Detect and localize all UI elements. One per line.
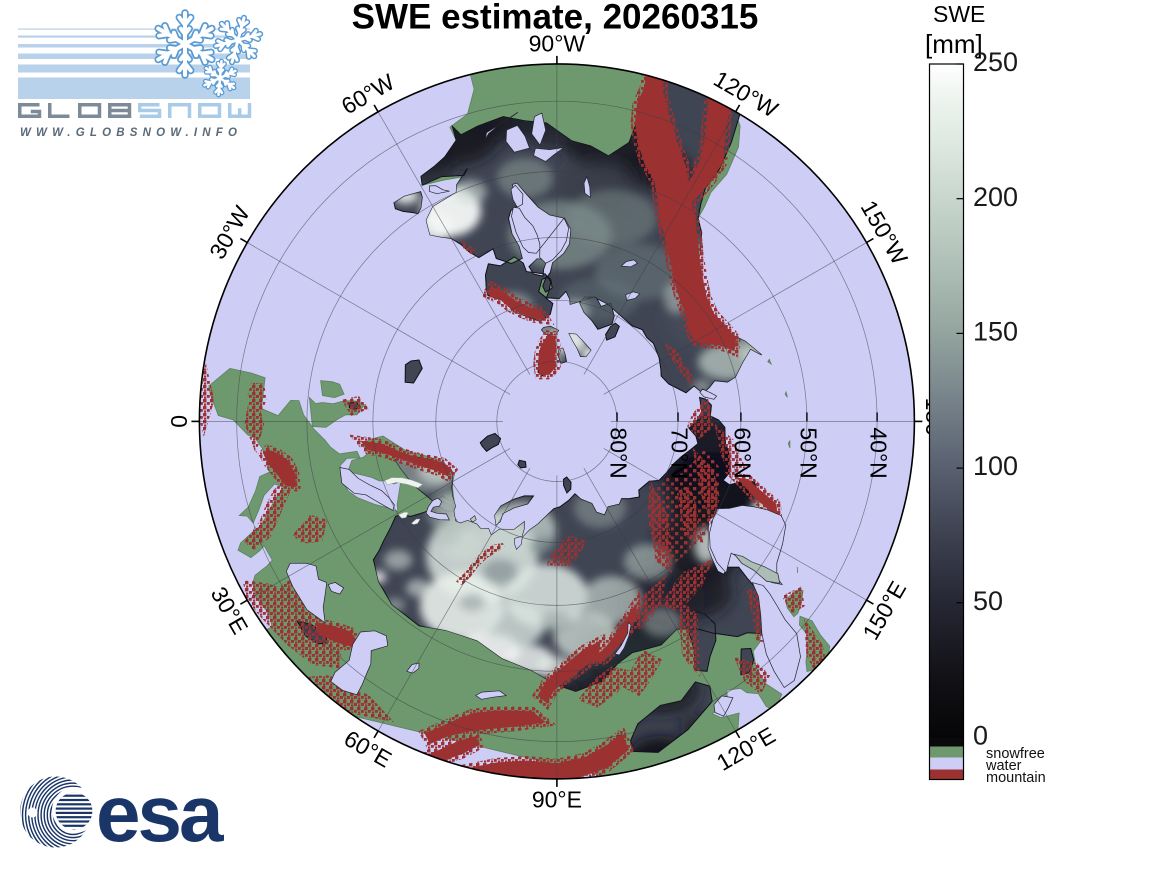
svg-text:70°N: 70°N: [667, 427, 693, 478]
svg-text:80°N: 80°N: [606, 427, 632, 478]
svg-text:60°N: 60°N: [729, 427, 755, 478]
svg-text:150: 150: [973, 317, 1018, 347]
svg-text:snowfree: snowfree: [986, 746, 1045, 762]
svg-text:90°E: 90°E: [532, 786, 582, 812]
svg-text:40°N: 40°N: [866, 427, 892, 478]
svg-text:esa: esa: [96, 769, 224, 858]
svg-text:250: 250: [973, 47, 1018, 77]
svg-text:50: 50: [973, 586, 1003, 616]
svg-text:0: 0: [973, 721, 988, 751]
svg-text:0: 0: [166, 415, 192, 428]
svg-text:SWE estimate, 20260315: SWE estimate, 20260315: [352, 0, 759, 37]
svg-text:mountain: mountain: [986, 770, 1046, 786]
svg-text:[mm]: [mm]: [925, 29, 983, 59]
svg-text:100: 100: [973, 451, 1018, 481]
svg-text:200: 200: [973, 182, 1018, 212]
svg-text:50°N: 50°N: [795, 427, 821, 478]
svg-text:WWW.GLOBSNOW.INFO: WWW.GLOBSNOW.INFO: [20, 127, 242, 139]
svg-text:SWE: SWE: [933, 1, 985, 27]
svg-text:90°W: 90°W: [529, 30, 586, 56]
svg-text:water: water: [985, 758, 1022, 774]
